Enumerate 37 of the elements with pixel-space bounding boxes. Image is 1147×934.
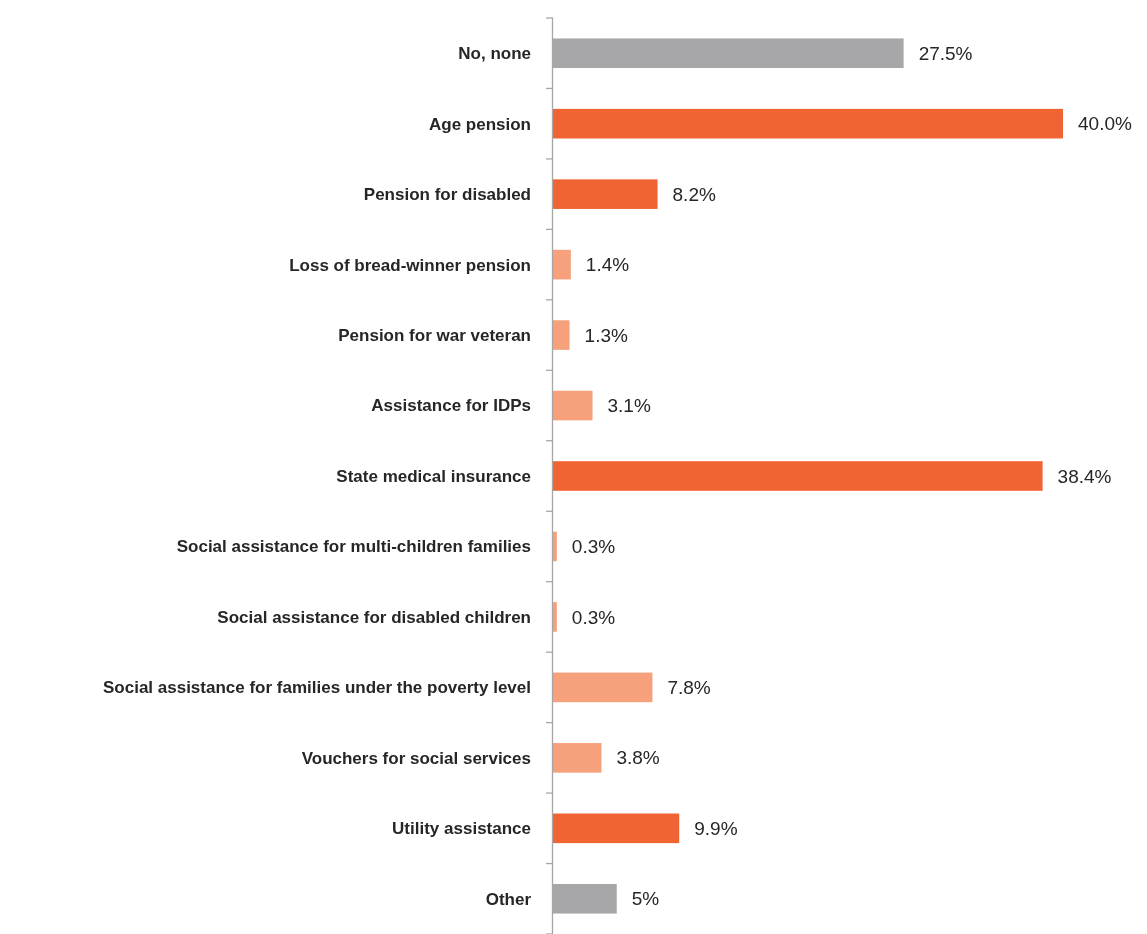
y-tick-label: Assistance for IDPs <box>371 396 531 416</box>
y-tick-label: Social assistance for disabled children <box>217 607 531 627</box>
bar <box>553 108 1063 139</box>
data-label: 3.1% <box>607 395 651 417</box>
data-label: 5% <box>631 888 660 910</box>
bar <box>553 461 1043 491</box>
bar <box>553 320 570 350</box>
y-tick-label: Vouchers for social services <box>301 748 531 768</box>
y-tick-label: Social assistance for families under the poverty level <box>102 678 531 698</box>
data-label: 8.2% <box>672 183 716 205</box>
bar <box>553 531 557 562</box>
bar <box>553 602 557 632</box>
bar <box>553 390 593 421</box>
bar <box>553 672 653 703</box>
y-tick-label: Pension for war veteran <box>338 326 531 346</box>
data-label: 7.8% <box>667 677 711 699</box>
y-tick-label: Age pension <box>428 114 531 134</box>
data-label: 9.9% <box>694 817 738 839</box>
bar <box>553 813 680 844</box>
bar <box>553 179 658 209</box>
bar <box>553 249 571 280</box>
y-tick-label: Utility assistance <box>392 819 531 839</box>
y-tick-label: Other <box>485 889 532 909</box>
data-label: 0.3% <box>571 606 616 628</box>
y-tick-label: Loss of bread-winner pension <box>289 255 531 275</box>
data-label: 27.5% <box>918 42 973 64</box>
y-tick-label: Pension for disabled <box>363 185 531 205</box>
data-label: 40.0% <box>1078 113 1132 135</box>
data-label: 1.3% <box>584 324 628 346</box>
y-tick-label: No, none <box>458 44 531 64</box>
data-label: 38.4% <box>1057 465 1112 487</box>
bar <box>553 743 602 773</box>
data-label: 3.8% <box>616 747 660 769</box>
y-tick-label: State medical insurance <box>336 466 531 486</box>
data-label: 1.4% <box>585 254 630 276</box>
data-label: 0.3% <box>571 536 616 558</box>
y-tick-label: Social assistance for multi-children families <box>176 537 531 557</box>
